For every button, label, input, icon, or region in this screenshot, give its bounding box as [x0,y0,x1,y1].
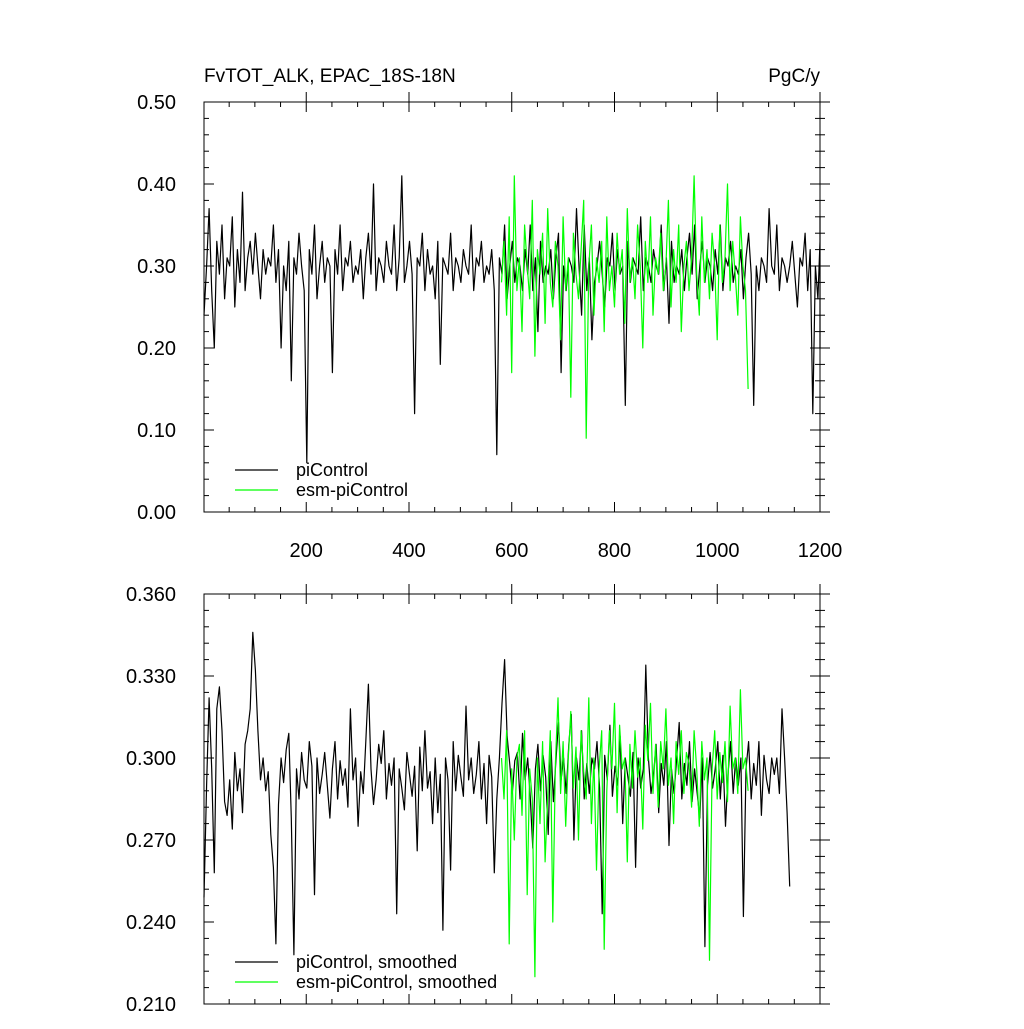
legend-label-esm-picontrol-smoothed: esm-piControl, smoothed [296,972,497,992]
panel-bottom-smoothed: 0.210 0.240 0.270 0.300 0.330 0.360 piControl… [126,584,830,1016]
x-tick-labels-top: 200 400 600 800 1000 1200 [290,540,843,562]
legend-label-picontrol: piControl [296,460,368,480]
series-line-bottom-picontrol [203,631,791,956]
series-line-bottom-esm-picontrol [500,689,749,978]
x-tick-label: 800 [598,540,631,562]
y-tick-label: 0.300 [126,748,176,770]
y-tick-label: 0.00 [137,502,176,524]
y-tick-labels-bottom: 0.210 0.240 0.270 0.300 0.330 0.360 [126,584,176,1016]
tick-group-bottom [204,584,830,1005]
y-tick-label: 0.270 [126,830,176,852]
y-tick-label: 0.40 [137,174,176,196]
y-tick-label: 0.20 [137,338,176,360]
y-tick-label: 0.10 [137,420,176,442]
series-line-top-esm-picontrol [500,175,749,439]
y-tick-label: 0.30 [137,256,176,278]
y-tick-label: 0.50 [137,92,176,114]
y-tick-label: 0.240 [126,912,176,934]
x-tick-label: 200 [290,540,323,562]
y-tick-labels-top: 0.00 0.10 0.20 0.30 0.40 0.50 [137,92,176,524]
series-group-top [203,175,821,464]
x-tick-label: 600 [495,540,528,562]
x-tick-label: 1000 [695,540,740,562]
x-tick-label: 1200 [798,540,843,562]
legend-label-esm-picontrol: esm-piControl [296,480,408,500]
legend-label-picontrol-smoothed: piControl, smoothed [296,952,457,972]
panel-top-total-alkalinity-flux: FvTOT_ALK, EPAC_18S-18N PgC/y 0.000.100.… [137,66,842,562]
x-tick-label: 400 [392,540,425,562]
y-tick-label: 0.330 [126,666,176,688]
tick-group-top [204,92,830,513]
chart-title: FvTOT_ALK, EPAC_18S-18N [204,66,456,87]
legend-top: piControl esm-piControl [235,460,408,500]
legend-bottom: piControl, smoothed esm-piControl, smoot… [235,952,497,992]
series-group-bottom [203,631,791,978]
units-label: PgC/y [768,66,820,87]
y-tick-label: 0.210 [126,994,176,1016]
y-tick-label: 0.360 [126,584,176,606]
